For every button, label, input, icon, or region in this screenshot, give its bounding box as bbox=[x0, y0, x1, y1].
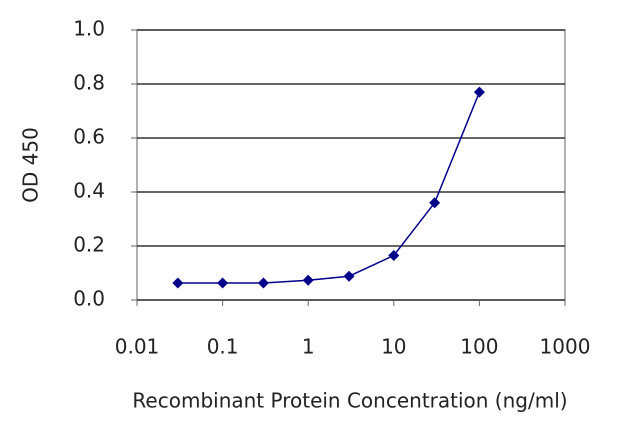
plot-area bbox=[136, 29, 566, 301]
y-tick-label: 0.0 bbox=[73, 287, 105, 311]
x-tick-label: 0.01 bbox=[115, 335, 160, 359]
data-point bbox=[217, 277, 229, 289]
y-tick-label: 0.4 bbox=[73, 179, 105, 203]
x-tick-label: 10 bbox=[381, 335, 406, 359]
data-point bbox=[473, 86, 485, 98]
data-point bbox=[257, 277, 269, 289]
y-axis-label: OD 450 bbox=[19, 127, 43, 203]
y-tick-label: 0.8 bbox=[73, 71, 105, 95]
x-tick-label: 0.1 bbox=[207, 335, 239, 359]
data-point bbox=[172, 277, 184, 289]
x-axis-label: Recombinant Protein Concentration (ng/ml… bbox=[132, 389, 567, 413]
data-point bbox=[429, 197, 441, 209]
x-tick-label: 100 bbox=[460, 335, 498, 359]
x-tick-label: 1000 bbox=[540, 335, 591, 359]
y-tick-label: 0.2 bbox=[73, 233, 105, 257]
y-tick-label: 0.6 bbox=[73, 125, 105, 149]
x-tick-label: 1 bbox=[302, 335, 315, 359]
y-tick-label: 1.0 bbox=[73, 17, 105, 41]
data-point bbox=[343, 270, 355, 282]
data-line bbox=[177, 91, 481, 284]
data-point bbox=[388, 249, 400, 261]
data-point bbox=[302, 274, 314, 286]
